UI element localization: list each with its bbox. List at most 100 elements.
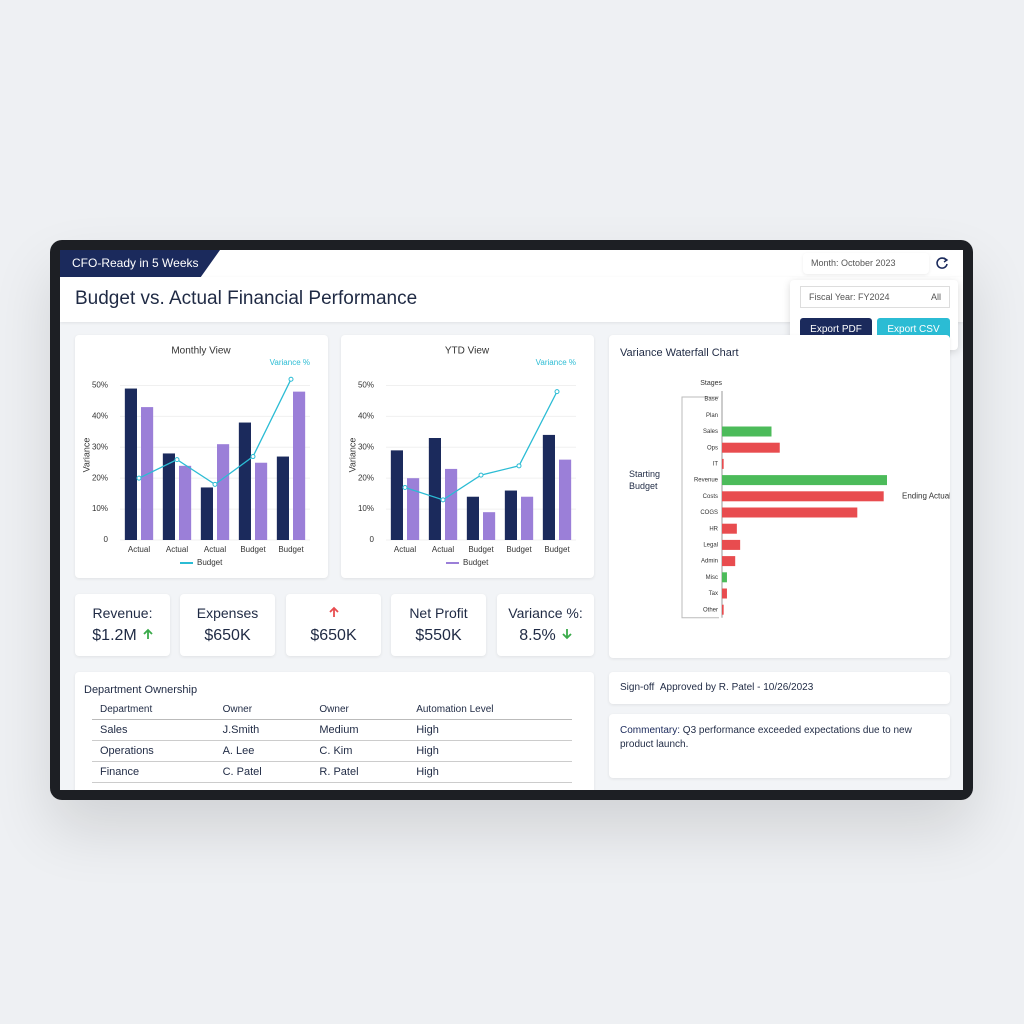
y-axis-label: Variance xyxy=(81,438,91,473)
variance-point xyxy=(136,475,142,481)
table-cell: High xyxy=(408,719,572,741)
y-axis-label: Variance xyxy=(347,438,357,473)
x-tick-label: Budget xyxy=(240,545,266,554)
trend-icon xyxy=(328,606,339,617)
kpi-value: $1.2M xyxy=(92,627,137,644)
table-cell: High xyxy=(408,761,572,783)
variance-point xyxy=(554,389,560,395)
badge: CFO-Ready in 5 Weeks xyxy=(60,250,220,277)
signoff-text: Approved by R. Patel - 10/26/2023 xyxy=(659,682,814,693)
y-tick-label: 10% xyxy=(92,504,108,513)
kpi-value-row: $1.2M xyxy=(92,627,153,645)
x-tick-label: Actual xyxy=(432,545,454,554)
bar xyxy=(466,496,479,540)
column-header: Automation Level xyxy=(408,700,572,720)
table-card: Department Ownership Department Owner Owne… xyxy=(75,672,594,790)
line-label: Variance % xyxy=(536,358,576,367)
kpi-card: Revenue: $1.2M xyxy=(75,594,170,656)
bar xyxy=(559,459,572,540)
kpi-value: $650K xyxy=(204,627,251,644)
row-label: Sales xyxy=(703,429,718,435)
kpi-value-row: $550K xyxy=(415,627,461,645)
x-tick-label: Budget xyxy=(468,545,494,554)
table-cell: C. Patel xyxy=(214,761,312,783)
trend-icon xyxy=(143,628,153,639)
legend-label: Budget xyxy=(463,558,489,567)
kpi-label: Net Profit xyxy=(409,605,468,621)
y-tick-label: 10% xyxy=(358,504,374,513)
waterfall-bar xyxy=(722,507,858,518)
bar xyxy=(255,462,268,540)
waterfall-bar xyxy=(722,523,737,534)
bar xyxy=(217,444,230,540)
waterfall-bar xyxy=(722,426,772,437)
table-cell: R. Patel xyxy=(311,761,409,783)
row-label: Legal xyxy=(703,542,718,548)
x-tick-label: Actual xyxy=(204,545,226,554)
screen: CFO-Ready in 5 Weeks Month: October 2023… xyxy=(60,250,963,790)
variance-point xyxy=(212,481,218,487)
chart-title: Monthly View xyxy=(171,346,231,357)
chart-card: Monthly View Variance 0 10% 20% 30% 40% 50% Actu… xyxy=(75,335,328,578)
bar xyxy=(238,422,251,540)
kpi-value: $650K xyxy=(310,627,357,644)
variance-point xyxy=(288,376,294,382)
signoff-card: Sign-off Approved by R. Patel - 10/26/20… xyxy=(609,672,950,704)
y-tick-label: 20% xyxy=(92,473,108,482)
x-tick-label: Actual xyxy=(166,545,188,554)
trend-arrow xyxy=(562,627,572,645)
chart: Monthly View Variance 0 10% 20% 30% 40% 50% Actu… xyxy=(81,346,310,567)
row-label: Ops xyxy=(707,445,718,451)
end-label: Ending Actual xyxy=(902,491,950,500)
chart: Variance Waterfall Chart Stages Base Plan Sa… xyxy=(620,347,951,619)
export-pdf-button[interactable]: Export PDF xyxy=(800,318,872,340)
month-filter[interactable]: Month: October 2023 xyxy=(803,253,929,274)
table-cell: High xyxy=(408,740,572,762)
waterfall-bar xyxy=(722,539,741,550)
waterfall-bar xyxy=(722,475,887,486)
table-cell: J.Smith xyxy=(214,719,312,741)
trend-arrow xyxy=(143,627,153,645)
table-cell: C. Kim xyxy=(311,740,409,762)
row-label: Misc xyxy=(706,575,718,581)
header-row: Department Owner Owner Automation Level xyxy=(92,700,572,720)
y-tick-label: 20% xyxy=(358,473,374,482)
kpi-value: $550K xyxy=(415,627,462,644)
bar xyxy=(293,391,306,540)
table-row: Sales J.Smith Medium High xyxy=(92,719,572,741)
table-cell: Medium xyxy=(311,719,409,741)
commentary-label: Commentary: xyxy=(620,725,681,736)
row-label: Base xyxy=(704,397,718,403)
bar xyxy=(276,456,289,540)
page-title: Budget vs. Actual Financial Performance xyxy=(75,288,418,309)
commentary-card: Commentary: Q3 performance exceeded expe… xyxy=(609,714,950,778)
x-tick-label: Budget xyxy=(544,545,570,554)
bar xyxy=(542,434,555,540)
row-label: Plan xyxy=(706,413,718,419)
fiscal-filter[interactable]: Fiscal Year: FY2024 All xyxy=(800,286,950,308)
waterfall-bar xyxy=(722,491,884,502)
kpi-value-row: $650K xyxy=(204,627,250,645)
chart: YTD View Variance 0 10% 20% 30% 40% 50% Actual Ac… xyxy=(347,346,576,567)
fiscal-scope: All xyxy=(930,292,941,302)
row-label: COGS xyxy=(700,510,718,516)
refresh-icon[interactable] xyxy=(935,256,949,270)
column-header: Owner xyxy=(214,700,312,720)
bar xyxy=(124,388,137,540)
waterfall-bar xyxy=(722,458,724,469)
kpi-value: 8.5% xyxy=(519,627,556,644)
waterfall-bar xyxy=(722,588,727,599)
variance-point xyxy=(402,484,408,490)
axis-title: Stages xyxy=(700,380,722,387)
kpi-label: Revenue: xyxy=(92,605,153,621)
column-header: Department xyxy=(92,700,215,720)
row-label: Revenue xyxy=(694,478,719,484)
chart-card: Variance Waterfall Chart Stages Base Plan Sa… xyxy=(609,335,951,658)
kpi-label: Variance %: xyxy=(508,605,583,621)
export-csv-button[interactable]: Export CSV xyxy=(877,318,950,340)
variance-line xyxy=(138,378,292,486)
row-label: Other xyxy=(703,607,718,613)
kpi-card: Expenses $650K xyxy=(180,594,275,656)
chart-card: YTD View Variance 0 10% 20% 30% 40% 50% Actual Ac… xyxy=(341,335,594,578)
